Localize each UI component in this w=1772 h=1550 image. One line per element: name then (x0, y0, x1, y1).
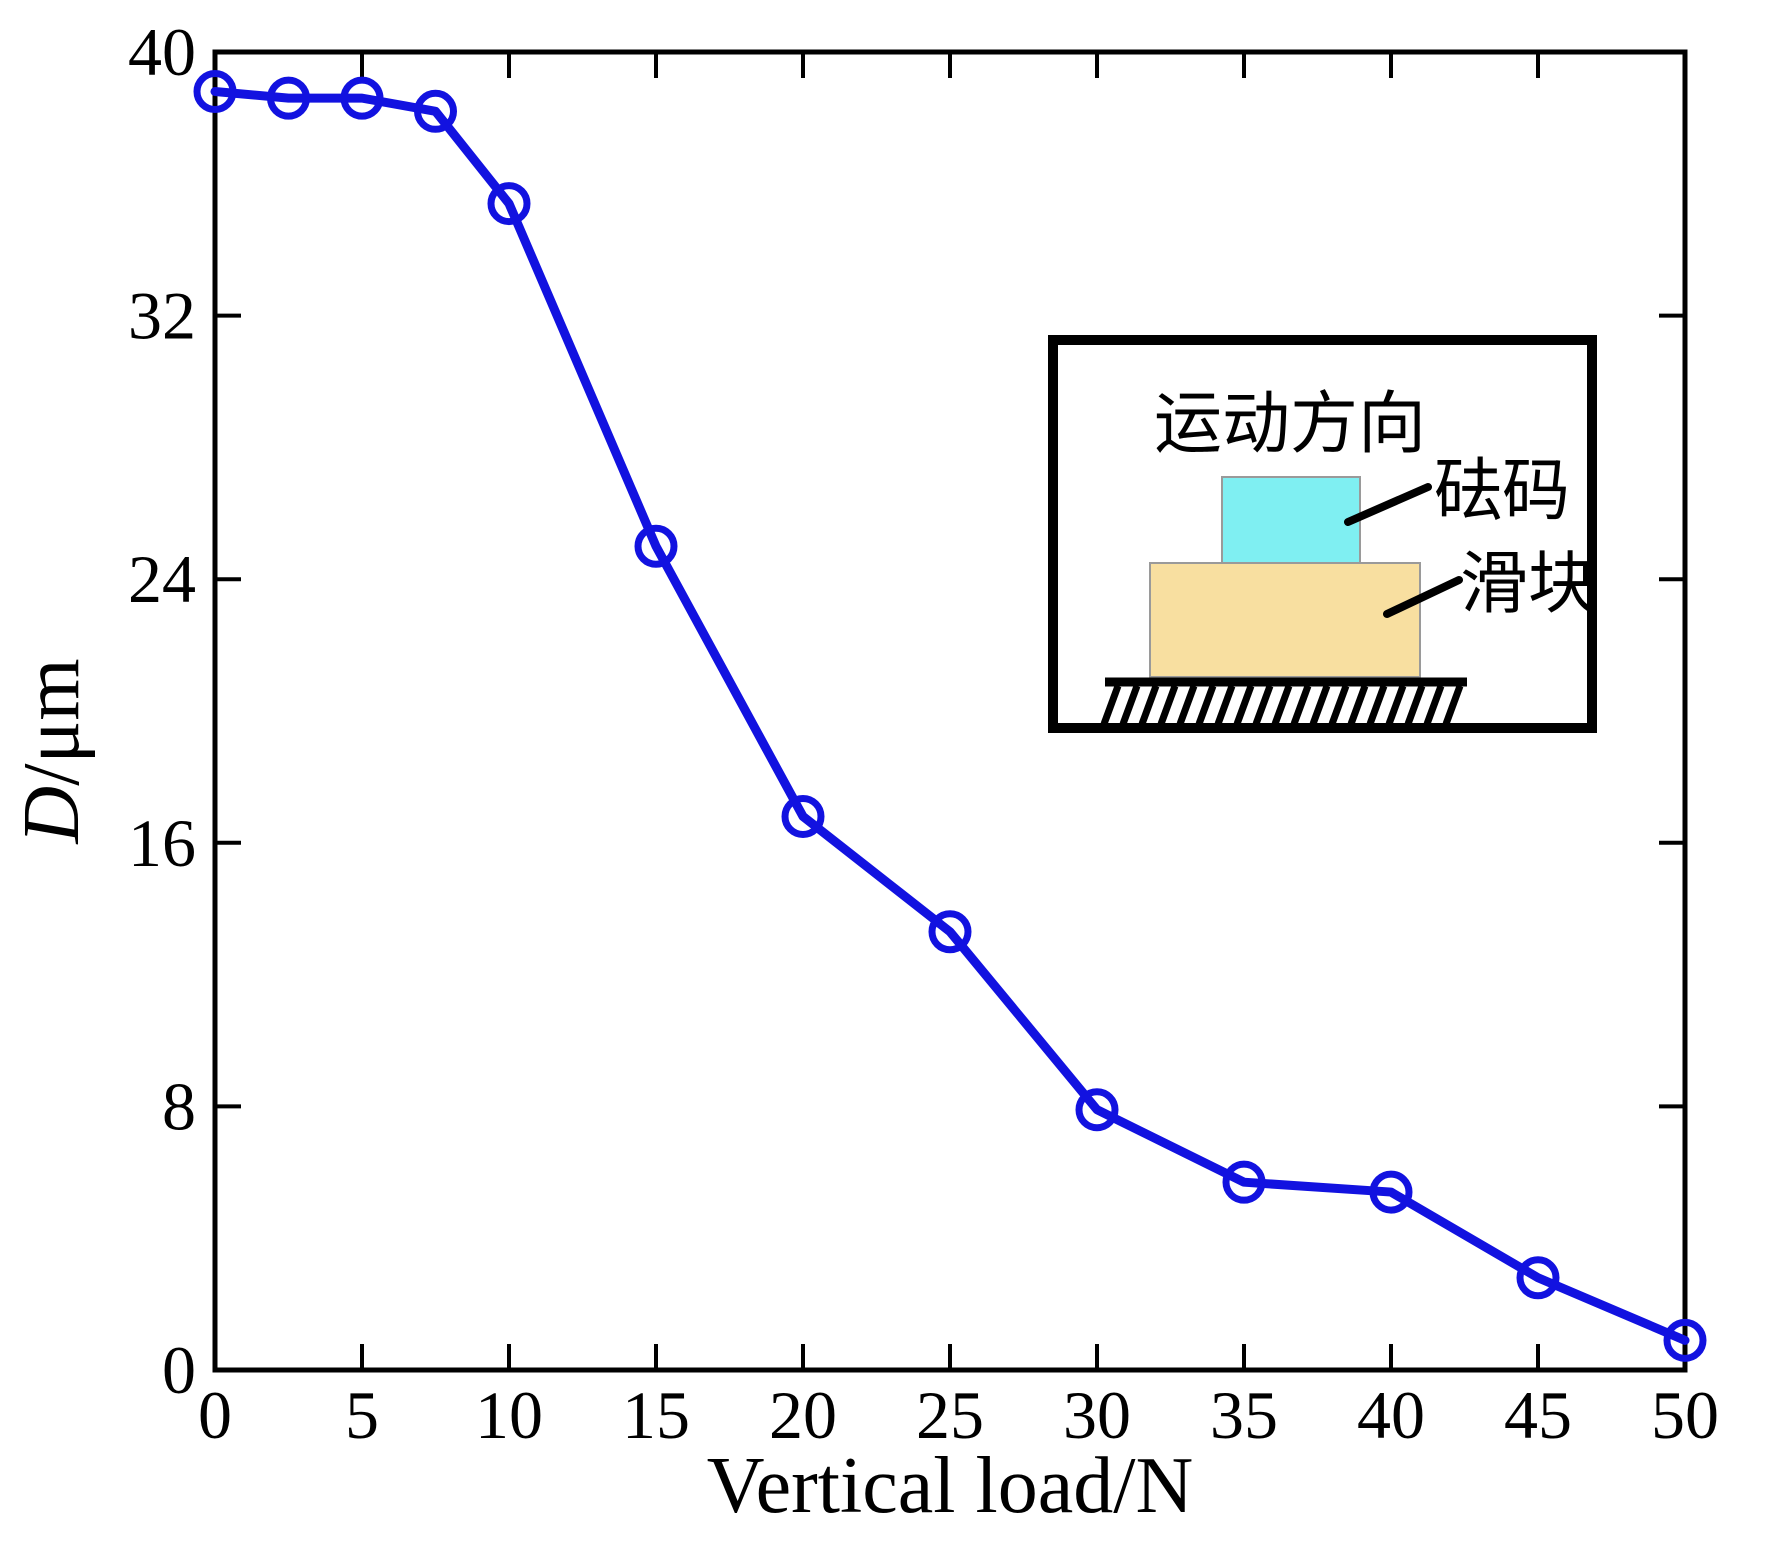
slider-leader-line (1383, 576, 1463, 618)
ground-hatch-stroke (1290, 684, 1312, 726)
data-point-marker (1663, 1318, 1707, 1362)
data-point-marker (340, 76, 384, 120)
data-point-marker (781, 794, 825, 838)
y-tick-label: 0 (162, 1332, 196, 1408)
slider-block (1149, 562, 1421, 678)
ground-hatching (1100, 684, 1464, 726)
x-tick-label: 35 (1210, 1377, 1278, 1453)
data-point-marker (414, 89, 457, 133)
ground-hatch-stroke (1366, 684, 1388, 726)
data-point-marker (634, 524, 678, 568)
ground-hatch-stroke (1347, 684, 1369, 726)
ground-hatch-stroke (1195, 684, 1217, 726)
x-tick-label: 25 (916, 1377, 984, 1453)
ground-hatch-stroke (1100, 684, 1122, 726)
ground-hatch-stroke (1328, 684, 1350, 726)
x-tick-label: 30 (1063, 1377, 1131, 1453)
ground-hatch-stroke (1442, 684, 1464, 726)
ground-hatch-stroke (1176, 684, 1198, 726)
ground-hatch-stroke (1271, 684, 1293, 726)
x-tick-label: 40 (1357, 1377, 1425, 1453)
x-tick-label: 0 (198, 1377, 232, 1453)
ground-hatch-stroke (1157, 684, 1179, 726)
data-line (210, 87, 1690, 1345)
ground-hatch-stroke (1404, 684, 1426, 726)
ground-hatch-stroke (1252, 684, 1274, 726)
x-tick-label: 45 (1504, 1377, 1572, 1453)
data-point-marker (1075, 1088, 1119, 1132)
inset-title: 运动方向 (1154, 386, 1426, 462)
ground-hatch-stroke (1385, 684, 1407, 726)
y-tick-label: 24 (128, 541, 196, 617)
weight-leader-line (1344, 483, 1432, 526)
data-point-marker (1516, 1256, 1560, 1300)
x-tick-label: 10 (475, 1377, 543, 1453)
y-tick-label: 8 (162, 1068, 196, 1144)
weight-label: 砝码 (1434, 453, 1570, 529)
x-tick-label: 20 (769, 1377, 837, 1453)
data-point-marker (267, 76, 310, 120)
y-tick-label: 32 (128, 278, 196, 354)
data-point-marker (928, 910, 972, 954)
data-point-marker (1369, 1170, 1413, 1214)
ground-hatch-stroke (1138, 684, 1160, 726)
data-point-marker (1222, 1160, 1266, 1204)
slider-label: 滑块 (1460, 546, 1596, 622)
ground-hatch-stroke (1309, 684, 1331, 726)
x-tick-label: 50 (1651, 1377, 1719, 1453)
x-tick-label: 15 (622, 1377, 690, 1453)
y-tick-label: 40 (128, 14, 196, 90)
ground-hatch-stroke (1214, 684, 1236, 726)
data-point-marker (487, 182, 531, 226)
data-point-marker (193, 70, 237, 114)
x-axis-title: Vertical load/N (707, 1442, 1193, 1530)
y-tick-label: 16 (128, 805, 196, 881)
ground-hatch-stroke (1233, 684, 1255, 726)
ground-hatch-stroke (1119, 684, 1141, 726)
weight-block (1221, 476, 1361, 564)
y-axis-title: D/μm (8, 658, 96, 844)
x-tick-label: 5 (345, 1377, 379, 1453)
ground-hatch-stroke (1423, 684, 1445, 726)
